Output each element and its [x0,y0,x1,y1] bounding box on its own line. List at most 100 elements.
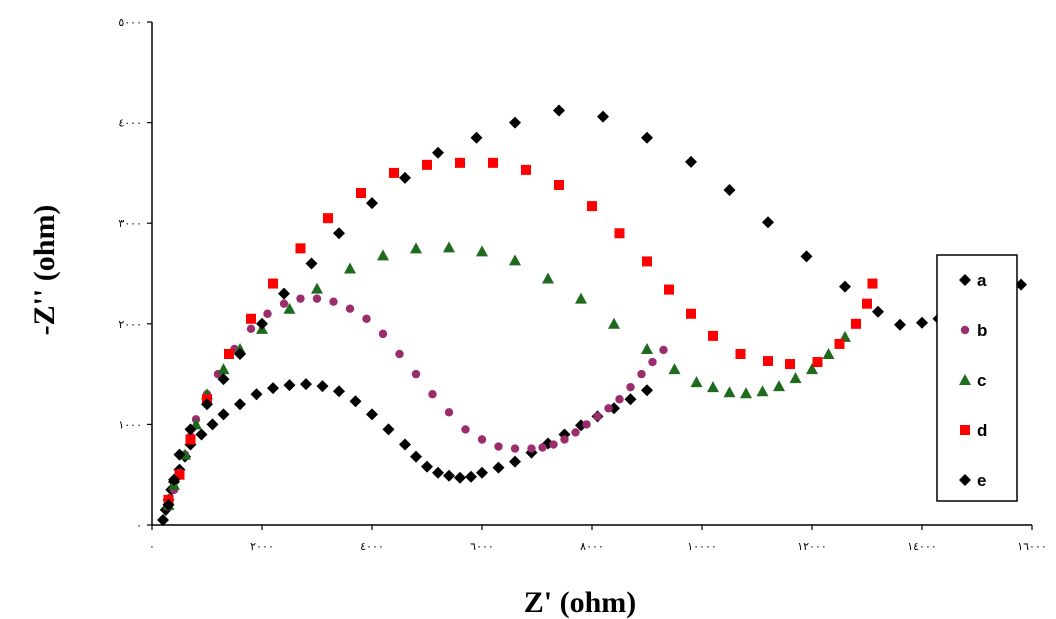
data-point [421,460,433,473]
data-point [185,434,196,445]
data-point [329,297,338,306]
data-point [410,450,422,463]
data-point [582,420,591,429]
data-point [642,256,652,267]
y-axis-ticks: ٠ ١٠٠٠ ٢٠٠٠ ٣٠٠٠ ٤٠٠٠ ٥٠٠٠ [118,16,152,532]
data-point [789,372,802,384]
data-point [366,197,378,210]
data-point [399,171,411,184]
series-d [163,157,878,505]
x-axis-title: Z' (ohm) [524,586,637,619]
data-point [311,282,323,294]
data-point [641,342,653,354]
data-point [587,201,597,212]
data-point [637,369,646,379]
data-point [549,440,558,449]
data-point [234,347,246,360]
data-point [395,349,404,359]
data-point [344,262,356,274]
data-point [641,384,653,397]
data-point [184,423,197,436]
data-point [362,314,371,323]
data-point [785,359,795,370]
data-point [454,471,466,484]
data-point [345,304,355,313]
data-point [399,438,411,451]
y-tick-label: ٠ [136,519,142,532]
data-point [378,329,388,339]
legend: a b c d e [936,254,1018,502]
legend-item-d: d [960,421,987,440]
data-point [872,305,884,318]
data-point [862,298,872,309]
legend-label: c [977,371,986,390]
data-point [626,382,635,392]
data-point [604,404,613,413]
data-point [510,444,520,453]
data-point [263,309,272,318]
data-point [168,473,180,486]
data-point [740,387,752,399]
data-point [432,146,444,159]
data-point [477,435,487,444]
data-point [597,110,609,123]
data-point [323,213,333,224]
data-point [382,423,395,436]
data-point [279,299,289,308]
data-point [217,408,230,421]
legend-box [936,254,1018,502]
data-point [521,164,531,175]
data-point [723,386,736,398]
x-tick-label: ٠ [149,540,155,553]
data-point [377,249,389,261]
data-point [256,317,268,330]
data-point [527,444,536,453]
data-point [432,466,444,479]
data-point [333,385,345,398]
data-point [851,318,861,329]
data-series [157,104,1027,526]
data-point [812,357,823,368]
series-a [157,378,653,526]
data-point [867,278,878,289]
y-tick-label: ١٠٠٠ [118,418,142,431]
data-point [389,167,399,178]
data-point [916,316,928,329]
data-point [300,378,312,391]
data-point [509,455,521,468]
data-point [575,292,587,304]
y-tick-label: ٥٠٠٠ [118,16,142,29]
data-point [560,435,569,444]
data-point [476,245,488,257]
series-e [162,104,1027,511]
y-axis-title: -Z'' (ohm) [28,205,61,336]
data-point [593,412,602,421]
data-point [157,513,169,526]
data-point [894,318,906,331]
x-tick-label: ٤٠٠٠ [360,540,384,553]
data-point [283,302,296,314]
data-point [268,278,278,289]
y-tick-label: ٢٠٠٠ [118,318,142,331]
data-point [538,443,547,452]
data-point [428,390,437,399]
data-point [296,294,305,303]
data-point [615,395,624,404]
data-point [470,131,483,144]
x-tick-label: ٢٠٠٠ [250,540,274,553]
data-point [553,104,565,117]
data-point [668,363,681,375]
data-point [608,317,620,329]
data-point [174,469,185,480]
x-tick-label: ١٦٠٠٠ [1017,540,1047,553]
data-point [465,470,477,483]
data-point [305,257,318,270]
data-point [686,308,696,319]
data-point [366,408,378,421]
data-point [648,357,657,367]
data-point [333,227,345,240]
x-tick-label: ٨٠٠٠ [580,540,604,553]
data-point [201,398,213,411]
data-point [659,345,668,355]
